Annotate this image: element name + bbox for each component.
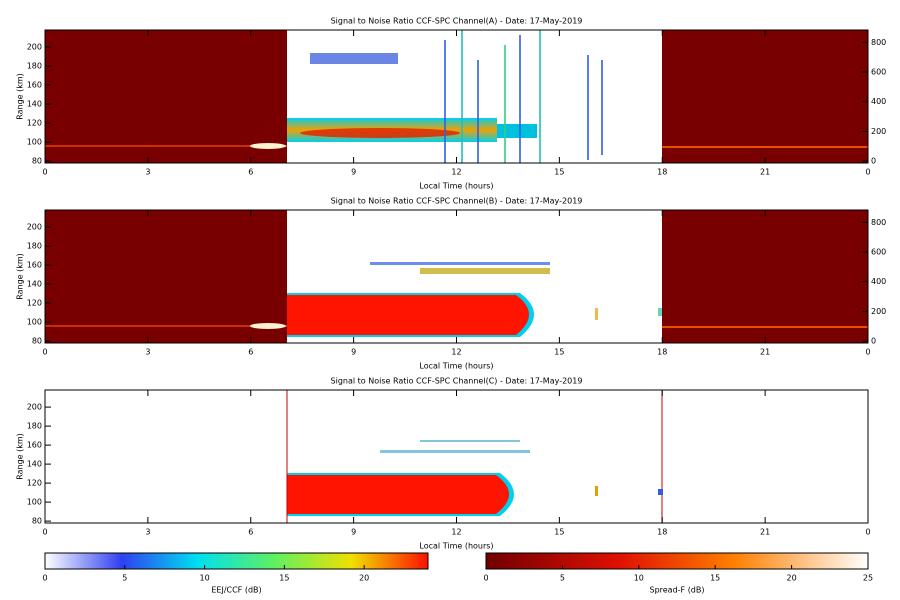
colorbar-tick-label: 5 <box>122 574 127 583</box>
y2-tick-label: 600 <box>871 68 886 77</box>
y2-tick-label: 800 <box>871 38 886 47</box>
colorbar-tick-label: 25 <box>863 574 873 583</box>
chart-title: Signal to Noise Ratio CCF-SPC Channel(B)… <box>331 197 583 206</box>
y2-tick-label: 800 <box>871 218 886 227</box>
y-tick-label: 120 <box>27 119 42 128</box>
heatmap-b <box>45 210 868 343</box>
y2-tick-label: 200 <box>871 127 886 136</box>
x-tick-label: 3 <box>145 528 150 537</box>
y-tick-label: 80 <box>32 337 42 346</box>
chart-title: Signal to Noise Ratio CCF-SPC Channel(C)… <box>331 377 583 386</box>
y-tick-label: 200 <box>27 223 42 232</box>
y-tick-label: 120 <box>27 299 42 308</box>
y-tick-label: 160 <box>27 441 42 450</box>
colorbar-tick-label: 5 <box>560 574 565 583</box>
x-tick-label: 21 <box>760 528 770 537</box>
colorbar-tick-label: 0 <box>483 574 488 583</box>
x-tick-label: 12 <box>451 348 461 357</box>
y-tick-label: 100 <box>27 498 42 507</box>
y2-tick-label: 200 <box>871 307 886 316</box>
y-tick-label: 140 <box>27 460 42 469</box>
x-tick-label: 6 <box>248 348 253 357</box>
y-tick-label: 80 <box>32 157 42 166</box>
colorbar-label: EEJ/CCF (dB) <box>211 586 261 595</box>
y-axis-label: Range (km) <box>16 73 25 120</box>
x-tick-label: 3 <box>145 348 150 357</box>
colorbar-tick-label: 10 <box>199 574 209 583</box>
x-tick-label: 0 <box>865 348 870 357</box>
x-tick-label: 0 <box>865 528 870 537</box>
colorbar-tick-label: 15 <box>279 574 289 583</box>
x-tick-label: 15 <box>554 348 564 357</box>
colorbar-tick-label: 0 <box>42 574 47 583</box>
y-tick-label: 140 <box>27 280 42 289</box>
colorbar-tick-label: 10 <box>634 574 644 583</box>
x-tick-label: 9 <box>351 168 356 177</box>
x-tick-label: 21 <box>760 348 770 357</box>
colorbar-label: Spread-F (dB) <box>649 586 704 595</box>
x-tick-label: 18 <box>657 168 667 177</box>
y-axis-label: Range (km) <box>16 253 25 300</box>
y-tick-label: 80 <box>32 517 42 526</box>
colorbar-tick-label: 20 <box>359 574 369 583</box>
x-axis-label: Local Time (hours) <box>419 362 493 371</box>
x-tick-label: 21 <box>760 168 770 177</box>
x-tick-label: 9 <box>351 348 356 357</box>
x-axis-label: Local Time (hours) <box>419 542 493 551</box>
x-tick-label: 18 <box>657 348 667 357</box>
x-tick-label: 0 <box>42 168 47 177</box>
colorbar <box>485 552 869 570</box>
x-tick-label: 18 <box>657 528 667 537</box>
x-tick-label: 15 <box>554 168 564 177</box>
x-tick-label: 0 <box>42 528 47 537</box>
y-tick-label: 180 <box>27 242 42 251</box>
x-axis-label: Local Time (hours) <box>419 182 493 191</box>
y-tick-label: 200 <box>27 403 42 412</box>
heatmap-a <box>45 30 868 163</box>
colorbar-tick-label: 20 <box>787 574 797 583</box>
y2-tick-label: 400 <box>871 277 886 286</box>
y2-tick-label: 400 <box>871 97 886 106</box>
y-axis-label: Range (km) <box>16 433 25 480</box>
colorbar-tick-label: 15 <box>710 574 720 583</box>
y-tick-label: 200 <box>27 43 42 52</box>
y-tick-label: 120 <box>27 479 42 488</box>
y-tick-label: 140 <box>27 100 42 109</box>
x-tick-label: 6 <box>248 168 253 177</box>
y2-tick-label: 0 <box>871 337 876 346</box>
y-tick-label: 160 <box>27 81 42 90</box>
x-tick-label: 3 <box>145 168 150 177</box>
y-tick-label: 180 <box>27 422 42 431</box>
y-tick-label: 100 <box>27 138 42 147</box>
x-tick-label: 12 <box>451 168 461 177</box>
y-tick-label: 160 <box>27 261 42 270</box>
x-tick-label: 15 <box>554 528 564 537</box>
x-tick-label: 12 <box>451 528 461 537</box>
y2-tick-label: 0 <box>871 157 876 166</box>
y-tick-label: 180 <box>27 62 42 71</box>
y2-tick-label: 600 <box>871 248 886 257</box>
x-tick-label: 9 <box>351 528 356 537</box>
chart-title: Signal to Noise Ratio CCF-SPC Channel(A)… <box>331 17 583 26</box>
x-tick-label: 0 <box>865 168 870 177</box>
x-tick-label: 0 <box>42 348 47 357</box>
y-tick-label: 100 <box>27 318 42 327</box>
x-tick-label: 6 <box>248 528 253 537</box>
heatmap-c <box>286 390 663 523</box>
colorbar <box>44 552 429 570</box>
